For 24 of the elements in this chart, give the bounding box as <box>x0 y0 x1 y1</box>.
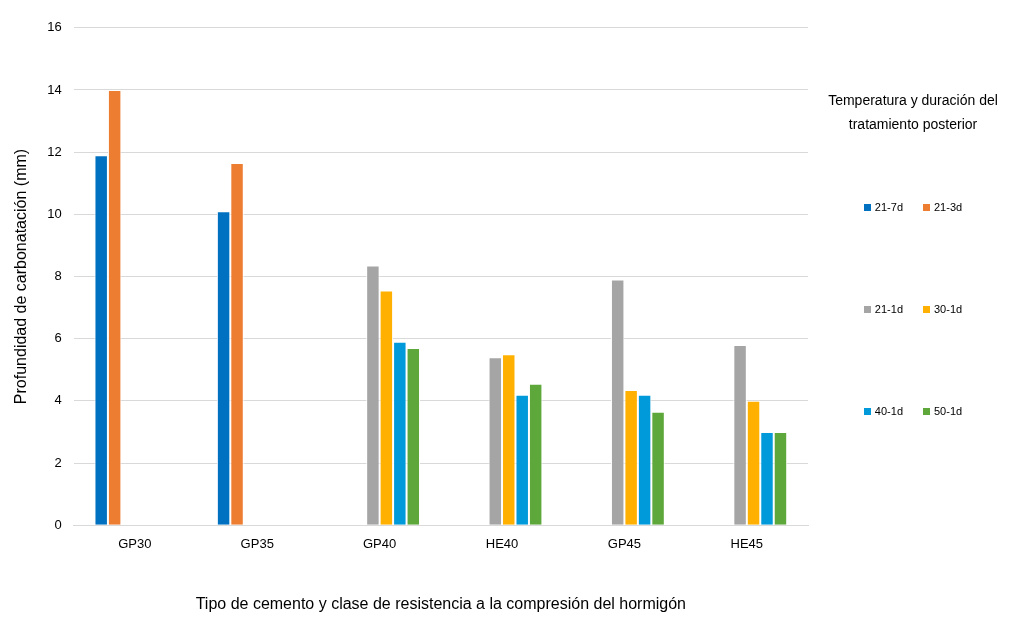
y-tick-label: 4 <box>54 392 62 408</box>
x-tick-label: GP45 <box>607 535 642 551</box>
y-tick-label: 16 <box>47 19 62 35</box>
legend-label: 50-1d <box>934 405 963 417</box>
x-tick-label: HE45 <box>730 535 764 551</box>
x-tick-label: GP40 <box>363 535 397 551</box>
legend-label: 21-1d <box>874 303 903 315</box>
legend-label: 30-1d <box>934 303 963 315</box>
legend-label: 21-7d <box>874 201 903 213</box>
x-tick-label: GP30 <box>118 535 152 551</box>
y-tick-label: 8 <box>54 268 62 284</box>
y-tick-label: 2 <box>54 454 62 470</box>
y-tick-label: 12 <box>47 143 62 159</box>
y-tick-label: 10 <box>47 205 62 221</box>
legend-label: 21-3d <box>934 201 963 213</box>
y-tick-label: 14 <box>47 81 62 97</box>
y-axis-title: Profundidad de carbonatación (mm) <box>12 148 30 405</box>
y-tick-label: 0 <box>54 516 62 532</box>
y-tick-label: 6 <box>54 330 62 346</box>
x-axis-title: Tipo de cemento y clase de resistencia a la compresión del hormigón <box>195 594 686 612</box>
legend-label: 40-1d <box>874 405 903 417</box>
legend-title: Temperatura y duración del tratamiento posterior <box>827 91 999 134</box>
x-tick-label: GP35 <box>240 535 274 551</box>
x-tick-label: HE40 <box>485 535 519 551</box>
